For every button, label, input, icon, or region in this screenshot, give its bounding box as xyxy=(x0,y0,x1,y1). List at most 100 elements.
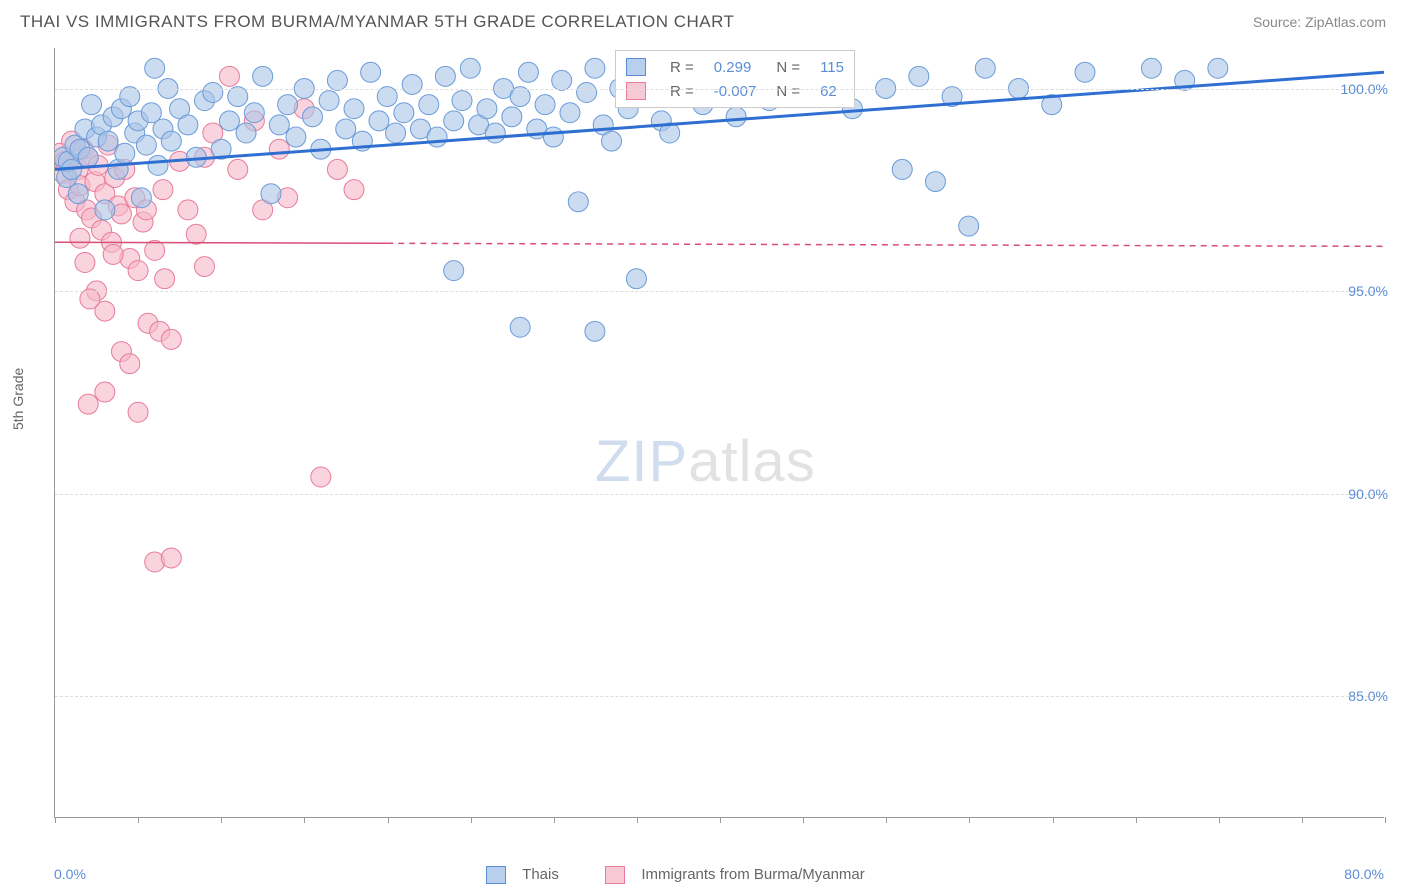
data-point xyxy=(128,402,148,422)
data-point xyxy=(1075,62,1095,82)
n-label: N = xyxy=(766,55,810,79)
swatch-thais-bottom xyxy=(486,866,506,884)
data-point xyxy=(120,87,140,107)
data-point xyxy=(103,244,123,264)
data-point xyxy=(95,200,115,220)
data-point xyxy=(925,172,945,192)
x-tick-mark xyxy=(304,817,305,823)
data-point xyxy=(219,111,239,131)
y-tick-label: 90.0% xyxy=(1348,486,1388,502)
data-point xyxy=(145,58,165,78)
swatch-thais xyxy=(626,58,646,76)
data-point xyxy=(244,103,264,123)
y-tick-label: 95.0% xyxy=(1348,283,1388,299)
data-point xyxy=(460,58,480,78)
data-point xyxy=(585,58,605,78)
gridline xyxy=(55,696,1384,697)
data-point xyxy=(577,83,597,103)
data-point xyxy=(82,95,102,115)
data-point xyxy=(552,70,572,90)
data-point xyxy=(535,95,555,115)
stats-row-burma: R = -0.007 N = 62 xyxy=(616,79,854,103)
data-point xyxy=(253,66,273,86)
x-axis-max-label: 80.0% xyxy=(1344,866,1384,882)
chart-source: Source: ZipAtlas.com xyxy=(1253,14,1386,30)
x-tick-mark xyxy=(1302,817,1303,823)
swatch-burma xyxy=(626,82,646,100)
data-point xyxy=(68,184,88,204)
x-tick-mark xyxy=(1385,817,1386,823)
data-point xyxy=(452,91,472,111)
data-point xyxy=(502,107,522,127)
y-axis-label: 5th Grade xyxy=(10,368,26,430)
data-point xyxy=(178,115,198,135)
data-point xyxy=(203,83,223,103)
data-point xyxy=(70,228,90,248)
scatter-svg xyxy=(55,48,1384,817)
data-point xyxy=(435,66,455,86)
data-point xyxy=(444,261,464,281)
r-label: R = xyxy=(660,79,704,103)
data-point xyxy=(155,269,175,289)
data-point xyxy=(336,119,356,139)
x-tick-mark xyxy=(221,817,222,823)
x-axis-min-label: 0.0% xyxy=(54,866,86,882)
chart-plot-area: ZIPatlas R = 0.299 N = 115 R = -0.007 N … xyxy=(54,48,1384,818)
data-point xyxy=(161,131,181,151)
data-point xyxy=(510,87,530,107)
x-tick-mark xyxy=(969,817,970,823)
y-tick-label: 100.0% xyxy=(1341,81,1388,97)
legend-label-burma: Immigrants from Burma/Myanmar xyxy=(641,866,864,883)
data-point xyxy=(269,139,289,159)
data-point xyxy=(568,192,588,212)
y-tick-label: 85.0% xyxy=(1348,688,1388,704)
thais-n-value: 115 xyxy=(810,55,854,79)
data-point xyxy=(386,123,406,143)
data-point xyxy=(311,467,331,487)
x-tick-mark xyxy=(886,817,887,823)
data-point xyxy=(377,87,397,107)
data-point xyxy=(477,99,497,119)
thais-r-value: 0.299 xyxy=(704,55,767,79)
data-point xyxy=(128,261,148,281)
data-point xyxy=(178,200,198,220)
data-point xyxy=(261,184,281,204)
x-tick-mark xyxy=(1136,817,1137,823)
data-point xyxy=(394,103,414,123)
data-point xyxy=(186,224,206,244)
x-tick-mark xyxy=(55,817,56,823)
trend-line-dashed xyxy=(387,243,1384,246)
data-point xyxy=(892,159,912,179)
x-tick-mark xyxy=(554,817,555,823)
chart-title: THAI VS IMMIGRANTS FROM BURMA/MYANMAR 5T… xyxy=(20,12,734,32)
data-point xyxy=(161,329,181,349)
data-point xyxy=(269,115,289,135)
x-tick-mark xyxy=(138,817,139,823)
data-point xyxy=(959,216,979,236)
data-point xyxy=(344,180,364,200)
data-point xyxy=(278,95,298,115)
burma-r-value: -0.007 xyxy=(704,79,767,103)
data-point xyxy=(78,147,98,167)
data-point xyxy=(510,317,530,337)
data-point xyxy=(361,62,381,82)
data-point xyxy=(344,99,364,119)
data-point xyxy=(95,382,115,402)
series-legend: Thais Immigrants from Burma/Myanmar xyxy=(480,866,871,884)
data-point xyxy=(195,257,215,277)
n-label: N = xyxy=(766,79,810,103)
data-point xyxy=(560,103,580,123)
data-point xyxy=(161,548,181,568)
gridline xyxy=(55,291,1384,292)
data-point xyxy=(98,131,118,151)
gridline xyxy=(55,89,1384,90)
burma-n-value: 62 xyxy=(810,79,854,103)
data-point xyxy=(419,95,439,115)
x-tick-mark xyxy=(1219,817,1220,823)
data-point xyxy=(327,70,347,90)
x-tick-mark xyxy=(388,817,389,823)
stats-legend: R = 0.299 N = 115 R = -0.007 N = 62 xyxy=(615,50,855,108)
data-point xyxy=(585,321,605,341)
trend-line xyxy=(55,242,387,243)
data-point xyxy=(626,269,646,289)
